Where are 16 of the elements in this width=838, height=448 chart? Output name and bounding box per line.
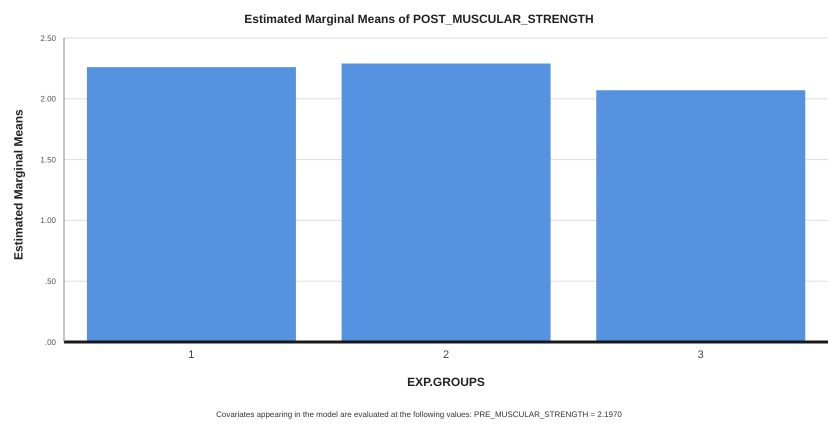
chart-title: Estimated Marginal Means of POST_MUSCULAR_STRENGTH [243, 11, 595, 28]
x-tick-label: 1 [188, 348, 194, 361]
y-tick-label: 1.00 [40, 216, 57, 226]
y-tick-label: .00 [44, 338, 57, 347]
x-tick-label: 3 [698, 348, 704, 361]
bar [86, 67, 296, 342]
y-tick-label: 2.50 [40, 34, 57, 43]
y-tick-label: .50 [44, 277, 57, 286]
y-tick-label: 1.50 [40, 155, 57, 164]
text: Covariates appearing in the model are evaluated at the following values: PRE_MUSCULAR_STRENGTH = 2.1970 [215, 410, 623, 419]
bar [342, 64, 551, 342]
y-axis-title: Estimated Marginal Means [11, 108, 26, 260]
x-tick-label: 2 [442, 348, 450, 361]
bar [596, 90, 806, 342]
x-axis-title: EXP.GROUPS [407, 375, 485, 389]
y-tick-label: 2.00 [40, 94, 57, 104]
